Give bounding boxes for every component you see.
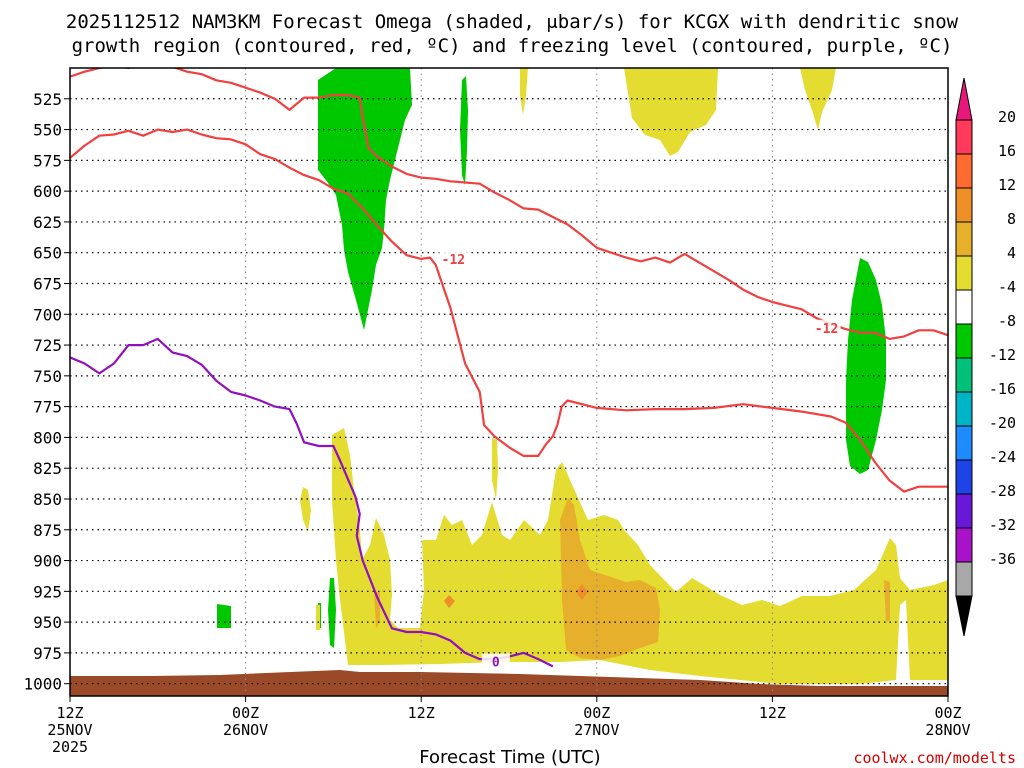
x-tick-label: 28NOV bbox=[925, 721, 970, 739]
omega-green-region-right bbox=[846, 258, 886, 474]
x-tick-label: 00Z bbox=[583, 704, 610, 722]
colorbar-label: 16 bbox=[998, 142, 1016, 160]
x-tick-label: 00Z bbox=[934, 704, 961, 722]
colorbar-swatch bbox=[955, 493, 973, 529]
x-tick-label: 12Z bbox=[759, 704, 786, 722]
plot-frame bbox=[69, 67, 949, 697]
colorbar-swatch bbox=[955, 459, 973, 495]
omega-yellow-upper-1 bbox=[520, 68, 528, 115]
colorbar-label: 8 bbox=[1007, 210, 1016, 228]
x-tick-label: 26NOV bbox=[223, 721, 268, 739]
chart-title-line1: 2025112512 NAM3KM Forecast Omega (shaded… bbox=[66, 11, 959, 33]
colorbar-swatch bbox=[955, 153, 973, 189]
contour-label: 0 bbox=[492, 656, 500, 671]
x-axis-label: Forecast Time (UTC) bbox=[419, 747, 600, 768]
y-tick-label: 600 bbox=[33, 182, 62, 201]
colorbar-swatch bbox=[955, 119, 973, 155]
contour-label-bg bbox=[439, 250, 468, 266]
chart-title-line2: growth region (contoured, red, ºC) and f… bbox=[72, 35, 953, 57]
y-tick-label: 650 bbox=[33, 244, 62, 263]
x-tick-label: 2025 bbox=[52, 738, 88, 756]
colorbar-swatch bbox=[955, 391, 973, 427]
omega-yellow-lower-small-1 bbox=[300, 487, 311, 532]
omega-green-small-2 bbox=[328, 578, 336, 648]
x-tick-label: 12Z bbox=[56, 704, 83, 722]
y-tick-label: 850 bbox=[33, 490, 62, 509]
colorbar-label: -4 bbox=[998, 278, 1016, 296]
omega-green-region-upper bbox=[318, 68, 412, 330]
y-tick-label: 975 bbox=[33, 644, 62, 663]
grid-lines bbox=[70, 68, 948, 696]
y-tick-label: 525 bbox=[33, 90, 62, 109]
contour-label-bg bbox=[812, 319, 841, 335]
terrain-band bbox=[70, 670, 948, 696]
y-tick-label: 550 bbox=[33, 121, 62, 140]
contour-line bbox=[70, 68, 948, 340]
colorbar-swatch bbox=[955, 357, 973, 393]
colorbar-label: -32 bbox=[989, 516, 1016, 534]
omega-orange-spot-1 bbox=[576, 584, 588, 600]
colorbar-label: -36 bbox=[989, 550, 1016, 568]
y-axis-ticks: 525 550 575 600 625 650 675 700 725 750 775 800 825 8… bbox=[23, 90, 70, 694]
colorbar-swatch bbox=[955, 527, 973, 563]
contour-label: -12 bbox=[815, 322, 838, 337]
colorbar-swatch bbox=[955, 323, 973, 359]
contour-lines bbox=[70, 68, 948, 668]
omega-shading bbox=[70, 68, 948, 696]
omega-yellow-lower-small-3 bbox=[316, 605, 320, 630]
colorbar-label: -24 bbox=[989, 448, 1016, 466]
omega-green-small-1 bbox=[217, 604, 231, 628]
colorbar-label: -16 bbox=[989, 380, 1016, 398]
omega-gold-region bbox=[560, 498, 660, 660]
contour-label-bg bbox=[481, 653, 510, 669]
omega-yellow-lower-small-2 bbox=[492, 438, 498, 500]
y-tick-label: 575 bbox=[33, 151, 62, 170]
omega-gold-small-2 bbox=[884, 580, 890, 622]
x-tick-label: 12Z bbox=[408, 704, 435, 722]
y-tick-label: 800 bbox=[33, 428, 62, 447]
y-tick-label: 625 bbox=[33, 213, 62, 232]
colorbar-label: -28 bbox=[989, 482, 1016, 500]
colorbar-swatch bbox=[955, 289, 973, 325]
contour-label: -12 bbox=[442, 253, 465, 268]
colorbar-top-arrow bbox=[955, 77, 973, 121]
colorbar-swatch bbox=[955, 255, 973, 291]
y-tick-label: 775 bbox=[33, 398, 62, 417]
y-tick-label: 950 bbox=[33, 613, 62, 632]
colorbar-swatch bbox=[955, 187, 973, 223]
colorbar-label: -12 bbox=[989, 346, 1016, 364]
colorbar: 20 16 12 8 4 -4 -8 -12 -16 -20 -24 -28 -32 -36 bbox=[955, 77, 1016, 637]
y-tick-label: 1000 bbox=[23, 675, 62, 694]
x-tick-label: 25NOV bbox=[47, 721, 92, 739]
colorbar-label: -20 bbox=[989, 414, 1016, 432]
credit-text: coolwx.com/modelts bbox=[853, 749, 1016, 767]
colorbar-swatch bbox=[955, 221, 973, 257]
y-tick-label: 825 bbox=[33, 459, 62, 478]
x-tick-label: 27NOV bbox=[574, 721, 619, 739]
colorbar-label: 4 bbox=[1007, 244, 1016, 262]
colorbar-swatch bbox=[955, 561, 973, 597]
omega-yellow-lower-main bbox=[332, 428, 948, 684]
contour-labels: -12 -12 0 bbox=[439, 250, 841, 671]
y-tick-label: 725 bbox=[33, 336, 62, 355]
y-tick-label: 925 bbox=[33, 582, 62, 601]
contour-line bbox=[70, 128, 948, 493]
omega-orange-spot-2 bbox=[444, 595, 455, 608]
colorbar-label: 12 bbox=[998, 176, 1016, 194]
colorbar-label: 20 bbox=[998, 108, 1016, 126]
x-tick-label: 00Z bbox=[232, 704, 259, 722]
y-tick-label: 900 bbox=[33, 552, 62, 571]
contour-line bbox=[70, 337, 554, 668]
omega-green-region-upper-2 bbox=[460, 76, 468, 185]
y-tick-label: 750 bbox=[33, 367, 62, 386]
y-tick-label: 875 bbox=[33, 521, 62, 540]
colorbar-label: -8 bbox=[998, 312, 1016, 330]
colorbar-swatch bbox=[955, 425, 973, 461]
y-tick-label: 700 bbox=[33, 305, 62, 324]
omega-yellow-upper-2 bbox=[624, 68, 718, 156]
colorbar-bottom-arrow bbox=[955, 595, 973, 637]
y-tick-label: 675 bbox=[33, 274, 62, 293]
